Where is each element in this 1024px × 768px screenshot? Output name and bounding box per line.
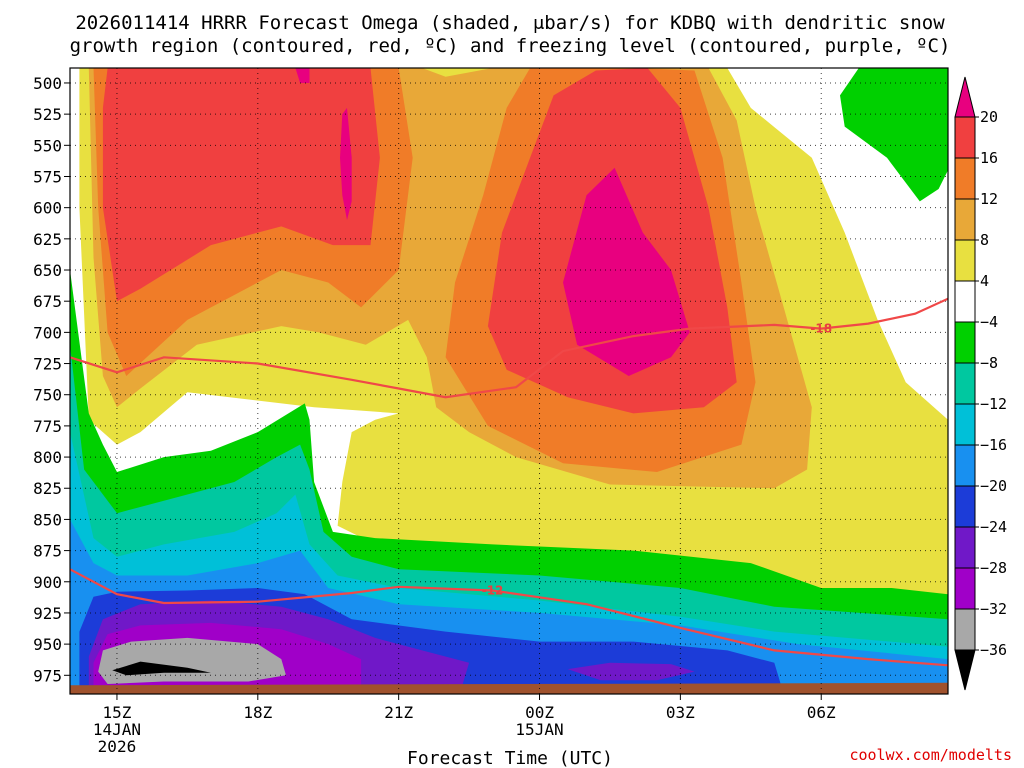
ground-strip <box>70 682 948 694</box>
ytick-label-525: 525 <box>33 105 62 124</box>
colorbar-bin-1 <box>954 116 976 159</box>
colorbar-bottom-arrow <box>954 649 976 691</box>
omega-shaded-regions <box>70 68 948 694</box>
colorbar-label-9: −20 <box>980 477 1007 495</box>
colorbar-bin-8 <box>954 403 976 446</box>
ytick-label-900: 900 <box>33 573 62 592</box>
xtick-label-21Z: 21Z <box>384 703 413 722</box>
colorbar-label-0: 20 <box>980 108 998 126</box>
colorbar-label-10: −24 <box>980 518 1007 536</box>
ytick-label-625: 625 <box>33 230 62 249</box>
colorbar-bin-11 <box>954 526 976 569</box>
colorbar-label-11: −28 <box>980 559 1007 577</box>
ytick-label-800: 800 <box>33 448 62 467</box>
colorbar-bin-9 <box>954 444 976 487</box>
ytick-label-500: 500 <box>33 74 62 93</box>
colorbar-label-4: 4 <box>980 272 989 290</box>
band-plus20 <box>563 167 690 376</box>
colorbar-bin-2 <box>954 157 976 200</box>
colorbar-label-1: 16 <box>980 149 998 167</box>
ytick-label-550: 550 <box>33 136 62 155</box>
colorbar-label-13: −36 <box>980 641 1007 659</box>
ytick-label-650: 650 <box>33 261 62 280</box>
ytick-label-850: 850 <box>33 510 62 529</box>
band-plus20-strip <box>340 107 352 221</box>
colorbar-label-8: −16 <box>980 436 1007 454</box>
ytick-label-700: 700 <box>33 323 62 342</box>
ytick-label-975: 975 <box>33 666 62 685</box>
pressure-axis: 500 525 550 575 600 625 650 675 700 725 750 775 800 8… <box>33 74 70 685</box>
colorbar-label-5: −4 <box>980 313 998 331</box>
band-minus32 <box>98 637 286 684</box>
credit-text: coolwx.com/modelts <box>849 746 1012 764</box>
plot-frame <box>69 67 949 695</box>
ytick-label-775: 775 <box>33 417 62 436</box>
colorbar-label-3: 8 <box>980 231 989 249</box>
colorbar-label-2: 12 <box>980 190 998 208</box>
xtick-label-06Z: 06Z <box>807 703 836 722</box>
ytick-label-575: 575 <box>33 167 62 186</box>
ytick-label-950: 950 <box>33 635 62 654</box>
contour-minus12-line <box>70 568 948 667</box>
contour-minus18-label: -18 <box>810 322 832 336</box>
colorbar-bin-5 <box>954 280 976 323</box>
colorbar: 20 16 12 8 4 −4 −8 −12 −16 −20 −24 −28 −32 −36 <box>954 76 1007 691</box>
band-minus4-ne <box>840 68 948 202</box>
colorbar-bin-12 <box>954 567 976 610</box>
xtick-label-15Z: 15Z <box>102 703 131 722</box>
colorbar-bin-4 <box>954 239 976 282</box>
ytick-label-675: 675 <box>33 292 62 311</box>
ytick-label-725: 725 <box>33 355 62 374</box>
x-axis-label: Forecast Time (UTC) <box>407 748 613 768</box>
temperature-contours: -18 -12 <box>70 297 948 667</box>
xtick-label-03Z: 03Z <box>666 703 695 722</box>
colorbar-bin-10 <box>954 485 976 528</box>
colorbar-bin-3 <box>954 198 976 241</box>
colorbar-bin-13 <box>954 608 976 651</box>
colorbar-bin-7 <box>954 362 976 405</box>
colorbar-top-arrow <box>954 76 976 118</box>
contour-minus18-line <box>70 297 948 399</box>
ytick-label-750: 750 <box>33 386 62 405</box>
band-minus36 <box>112 661 211 676</box>
colorbar-label-7: −12 <box>980 395 1007 413</box>
ytick-label-925: 925 <box>33 604 62 623</box>
xtick-year-15Z: 2026 <box>98 737 137 756</box>
ytick-label-875: 875 <box>33 542 62 561</box>
xtick-date-15Z: 14JAN <box>93 720 141 739</box>
colorbar-label-12: −32 <box>980 600 1007 618</box>
ytick-label-600: 600 <box>33 199 62 218</box>
chart-title-line-1: 2026011414 HRRR Forecast Omega (shaded, … <box>75 12 945 34</box>
colorbar-bin-6 <box>954 321 976 364</box>
ytick-label-825: 825 <box>33 479 62 498</box>
contour-minus12-label: -12 <box>482 583 504 597</box>
xtick-label-18Z: 18Z <box>243 703 272 722</box>
band-minus24-east <box>567 662 695 681</box>
xtick-label-00Z: 00Z <box>525 703 554 722</box>
band-plus16 <box>102 68 380 302</box>
chart-title-line-2: growth region (contoured, red, ºC) and f… <box>70 35 951 57</box>
colorbar-label-6: −8 <box>980 354 998 372</box>
band-plus20-north <box>295 68 310 83</box>
xtick-date-00Z: 15JAN <box>515 720 563 739</box>
